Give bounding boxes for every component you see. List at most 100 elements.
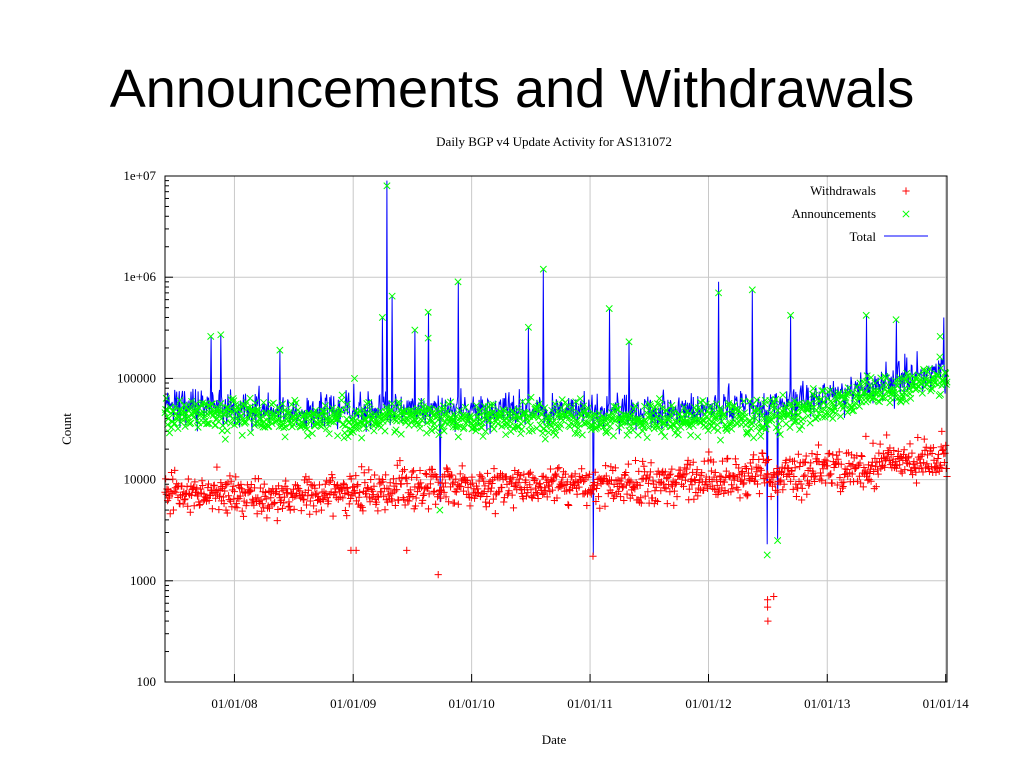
announcement-point [175,413,183,421]
withdrawal-point [738,467,747,476]
withdrawal-point [297,507,305,515]
withdrawal-point [347,475,355,483]
withdrawal-point [653,497,662,506]
withdrawal-point [332,485,340,493]
withdrawal-point [805,479,814,487]
withdrawal-point [814,441,823,449]
withdrawal-point [368,494,376,502]
announcement-point [363,400,371,408]
withdrawal-point [753,468,761,476]
y-tick-label: 1e+06 [123,269,156,284]
withdrawal-point [694,492,702,500]
withdrawal-point [509,504,518,512]
withdrawal-point [554,465,562,473]
withdrawal-point [459,487,468,495]
announcement-point [450,416,458,424]
withdrawal-point [222,506,230,514]
announcement-point [456,406,464,415]
announcement-point [794,411,802,420]
withdrawal-point [853,477,862,485]
announcement-point [928,385,936,393]
withdrawal-point [337,486,346,494]
announcement-point [772,395,780,403]
withdrawal-point [372,498,381,506]
announcement-point [390,409,398,417]
withdrawal-point [356,488,364,497]
withdrawal-point [527,486,535,494]
withdrawal-point [573,490,581,498]
withdrawal-point [713,481,721,490]
withdrawal-point [920,458,928,467]
announcement-point [202,420,211,428]
announcement-point [325,430,333,438]
announcement-point [333,414,341,422]
announcement-point [861,389,869,397]
withdrawal-point [533,490,542,498]
withdrawal-point [280,499,288,507]
announcement-point [758,411,766,419]
withdrawal-point [534,494,542,503]
announcement-point [892,316,900,324]
withdrawal-point [169,506,178,514]
announcement-point [646,400,654,408]
withdrawal-point [575,483,583,491]
withdrawal-point [489,495,497,503]
withdrawal-point [437,494,445,502]
withdrawal-point [670,501,678,509]
withdrawal-point [162,490,170,498]
announcement-point [533,404,542,412]
withdrawal-point [290,505,298,513]
announcement-point [388,400,396,408]
withdrawal-point [720,478,729,486]
announcement-point [748,420,756,428]
withdrawal-point [422,470,431,479]
withdrawal-point [818,477,826,485]
withdrawal-point [411,502,420,510]
announcement-point [405,421,413,429]
withdrawal-point [763,603,772,611]
withdrawal-point [859,483,867,491]
withdrawal-point [770,592,778,601]
announcement-point [920,365,928,374]
announcement-point [383,182,391,190]
withdrawal-point [689,468,697,476]
announcement-point [517,430,525,438]
withdrawal-point [932,468,940,476]
withdrawal-point [620,496,628,505]
announcement-point [371,410,379,418]
x-tick-labels: 01/01/08 01/01/09 01/01/10 01/01/11 01/01/12… [211,696,969,711]
announcement-point [844,408,852,417]
announcement-point [418,416,426,424]
announcement-point [165,429,174,437]
announcement-point [704,426,712,435]
announcement-point [925,365,934,373]
withdrawal-point [741,463,749,471]
withdrawal-point [319,496,327,504]
withdrawal-point [578,465,586,473]
withdrawal-point [869,439,877,447]
withdrawal-point [637,499,645,507]
withdrawal-point [601,502,609,510]
announcement-point [831,409,839,417]
announcement-point [936,353,944,361]
withdrawal-point [807,459,815,467]
withdrawal-point [406,486,414,494]
withdrawal-point [676,466,684,474]
announcement-point [544,428,553,436]
withdrawal-point [942,464,950,473]
withdrawal-point [622,468,630,477]
announcement-point [541,435,549,443]
announcement-point [427,405,435,413]
withdrawal-point [188,491,196,499]
announcement-point [618,418,626,426]
withdrawal-point [774,488,782,496]
withdrawal-point [672,479,680,487]
withdrawal-point [299,495,307,503]
withdrawal-point [864,476,872,484]
withdrawal-point [172,488,180,496]
withdrawal-point [936,461,945,469]
withdrawal-point [374,493,383,501]
announcement-point [573,417,581,425]
announcement-point [728,407,736,415]
announcement-point [661,432,669,441]
